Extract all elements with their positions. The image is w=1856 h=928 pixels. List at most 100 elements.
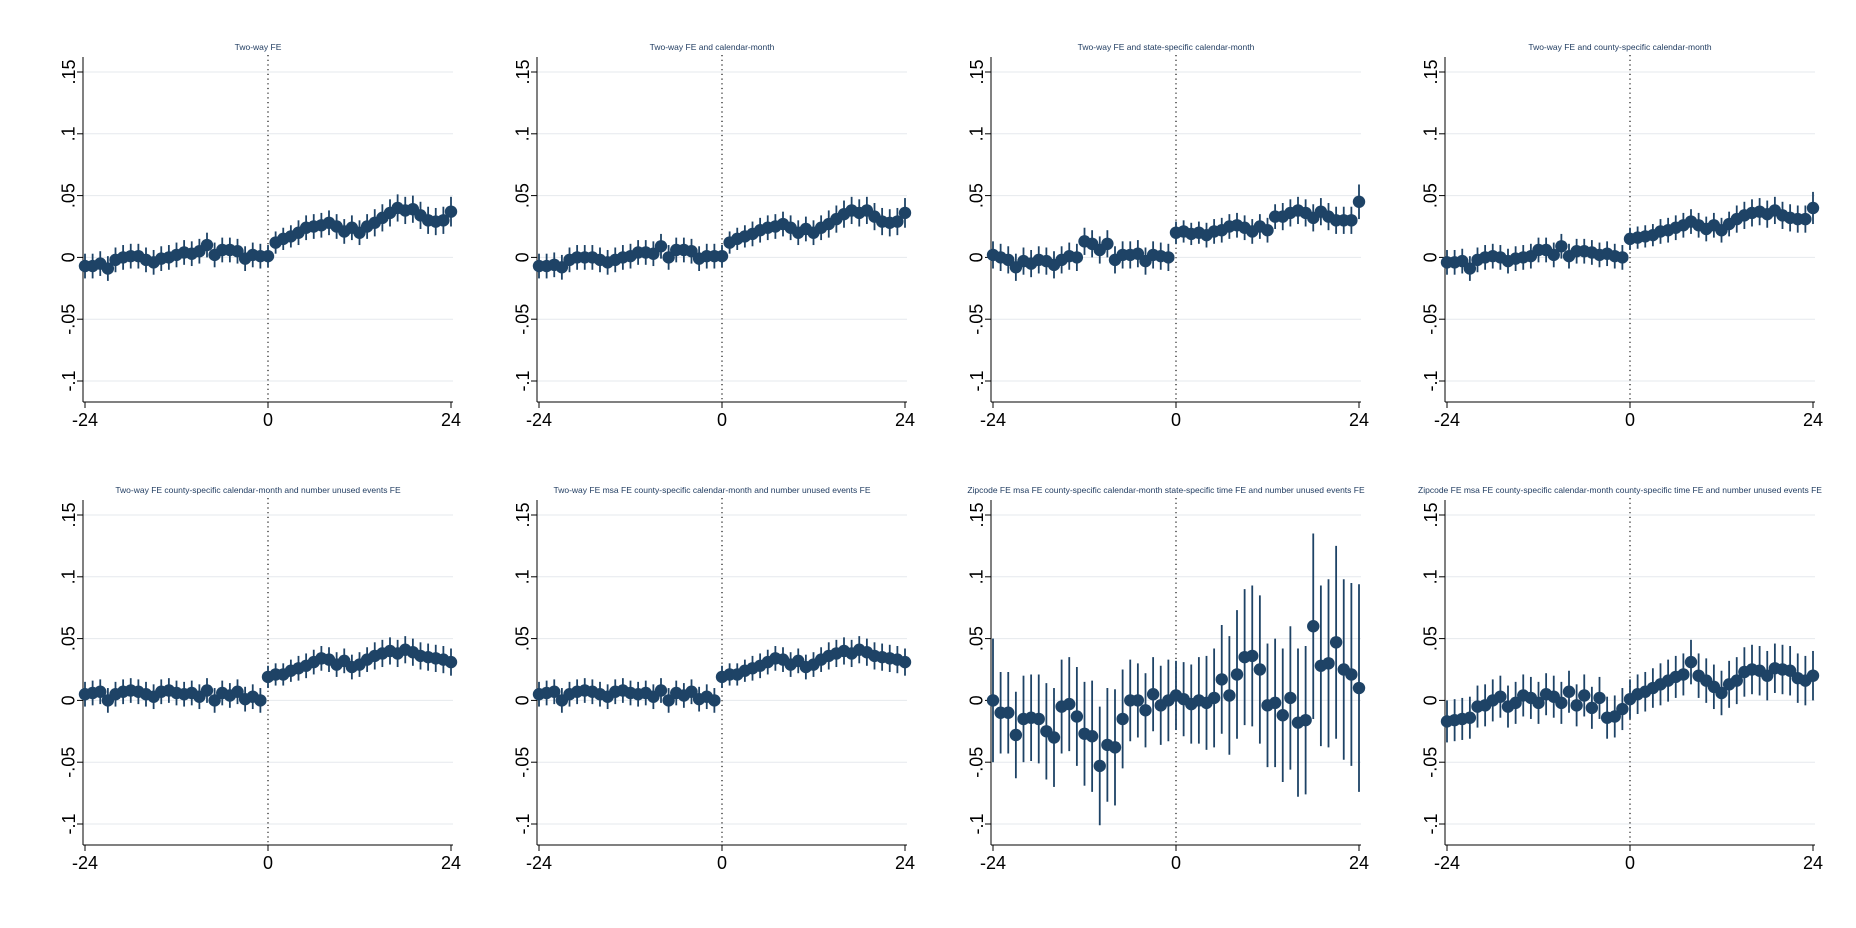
- point-estimate: [654, 684, 668, 697]
- point-estimate: [685, 685, 698, 698]
- point-estimate: [444, 205, 458, 218]
- y-tick-label: .15: [59, 502, 79, 527]
- y-tick-label: 0: [1421, 695, 1441, 705]
- y-tick-label: .1: [967, 569, 987, 584]
- y-tick-label: .05: [513, 183, 533, 208]
- point-estimate: [1578, 689, 1591, 702]
- panel-title: Two-way FE county-specific calendar-mont…: [115, 485, 401, 495]
- point-estimate: [1070, 251, 1084, 264]
- point-estimate: [254, 694, 267, 707]
- x-tick-label: 24: [1803, 410, 1823, 430]
- panel-6: -.1 -.05 0 .05 .1 .15 -24 0 24 Two-way FE msa FE …: [513, 485, 915, 873]
- panel-4: -.1 -.05 0 .05 .1 .15 -24 0 24 Two-way FE and cou…: [1421, 42, 1823, 430]
- point-estimate: [1223, 689, 1236, 702]
- point-estimate: [1131, 247, 1145, 260]
- point-estimate: [708, 694, 721, 707]
- point-estimate: [898, 206, 912, 220]
- point-estimate: [1806, 201, 1820, 215]
- point-estimate: [1063, 697, 1076, 711]
- x-tick-label: -24: [980, 410, 1006, 430]
- y-tick-label: -.05: [1421, 747, 1441, 778]
- y-tick-label: .15: [1421, 59, 1441, 84]
- point-estimate: [1608, 710, 1621, 723]
- point-estimate: [437, 214, 450, 227]
- x-tick-label: 24: [895, 410, 915, 430]
- point-estimate: [1085, 730, 1099, 743]
- point-estimate: [231, 685, 244, 698]
- y-tick-label: -.1: [967, 370, 987, 391]
- y-tick-label: 0: [1421, 252, 1441, 262]
- y-tick-label: .1: [513, 569, 533, 584]
- point-estimate: [1002, 706, 1015, 719]
- point-estimate: [1783, 664, 1797, 677]
- x-tick-label: 24: [1349, 853, 1369, 873]
- point-estimate: [1047, 731, 1061, 744]
- point-estimate: [1246, 649, 1259, 663]
- point-estimate: [1799, 212, 1812, 226]
- point-estimate: [1276, 709, 1289, 722]
- y-tick-label: -.1: [513, 813, 533, 834]
- point-estimate: [1555, 696, 1568, 710]
- point-estimate: [1463, 711, 1477, 724]
- y-tick-label: .05: [59, 183, 79, 208]
- y-tick-label: -.05: [59, 304, 79, 335]
- panel-title: Zipcode FE msa FE county-specific calend…: [967, 485, 1365, 495]
- point-estimate: [715, 249, 729, 263]
- point-estimate: [208, 694, 221, 707]
- x-tick-label: -24: [72, 410, 98, 430]
- point-estimate: [231, 245, 244, 258]
- point-estimate: [1268, 696, 1282, 710]
- point-estimate: [444, 655, 458, 669]
- point-estimate: [1509, 696, 1522, 710]
- point-estimate: [1139, 704, 1152, 717]
- point-estimate: [1547, 248, 1560, 262]
- y-tick-label: 0: [513, 695, 533, 705]
- point-estimate: [1806, 669, 1820, 682]
- y-tick-label: .1: [59, 569, 79, 584]
- x-tick-label: 0: [1171, 410, 1181, 430]
- panel-title: Two-way FE msa FE county-specific calend…: [553, 485, 870, 495]
- y-tick-label: .15: [967, 59, 987, 84]
- x-tick-label: 0: [717, 853, 727, 873]
- point-estimate: [1570, 699, 1583, 712]
- point-estimate: [1032, 712, 1045, 726]
- x-tick-label: -24: [980, 853, 1006, 873]
- x-tick-label: -24: [526, 410, 552, 430]
- point-estimate: [200, 684, 214, 697]
- y-tick-label: .05: [59, 626, 79, 651]
- panel-title: Zipcode FE msa FE county-specific calend…: [1418, 485, 1822, 495]
- point-estimate: [1322, 657, 1335, 670]
- x-tick-label: -24: [1434, 410, 1460, 430]
- point-estimate: [1009, 728, 1023, 742]
- x-tick-label: 24: [441, 410, 461, 430]
- x-tick-label: 0: [263, 853, 273, 873]
- y-tick-label: .05: [1421, 183, 1441, 208]
- point-estimate: [1261, 224, 1274, 237]
- y-tick-label: .1: [1421, 569, 1441, 584]
- panel-title: Two-way FE and calendar-month: [650, 42, 775, 52]
- x-tick-label: 24: [895, 853, 915, 873]
- point-estimate: [101, 262, 115, 275]
- point-estimate: [1162, 251, 1175, 264]
- x-tick-label: 24: [1803, 853, 1823, 873]
- y-tick-label: 0: [967, 695, 987, 705]
- point-estimate: [1494, 690, 1507, 703]
- point-estimate: [1345, 668, 1358, 681]
- point-estimate: [1207, 691, 1221, 705]
- point-estimate: [1684, 655, 1698, 669]
- panel-3: -.1 -.05 0 .05 .1 .15 -24 0 24 Two-way FE and sta…: [967, 42, 1369, 430]
- point-estimate: [1299, 713, 1312, 727]
- point-estimate: [647, 247, 660, 260]
- y-tick-label: 0: [59, 252, 79, 262]
- y-tick-label: 0: [967, 252, 987, 262]
- point-estimate: [891, 215, 904, 228]
- point-estimate: [1593, 691, 1606, 705]
- point-estimate: [261, 249, 275, 263]
- panel-title: Two-way FE and state-specific calendar-m…: [1078, 42, 1255, 52]
- y-tick-label: .05: [967, 626, 987, 651]
- point-estimate: [548, 685, 561, 698]
- y-tick-label: .05: [1421, 626, 1441, 651]
- y-tick-label: .15: [513, 59, 533, 84]
- point-estimate: [1715, 686, 1728, 700]
